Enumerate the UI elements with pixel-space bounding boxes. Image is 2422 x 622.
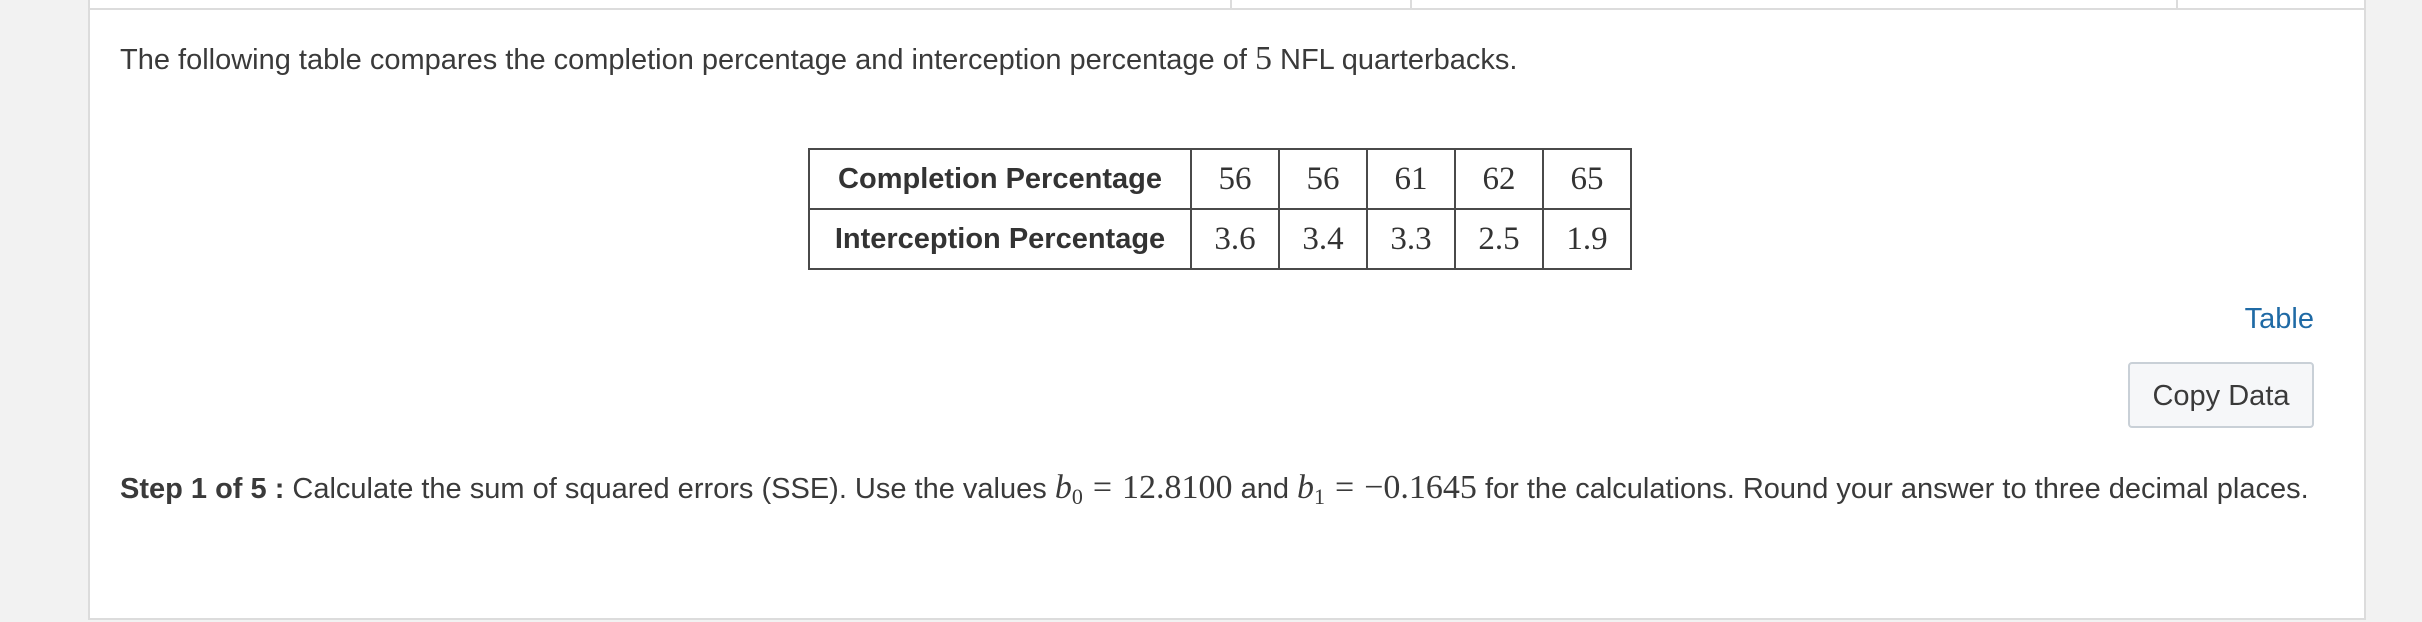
table-cell: 65 — [1542, 148, 1632, 210]
quarterback-count: 5 — [1254, 40, 1272, 77]
copy-data-button[interactable]: Copy Data — [2128, 362, 2314, 428]
table-link[interactable]: Table — [2244, 303, 2314, 335]
b1-symbol: b — [1297, 469, 1315, 506]
divider-tick — [2176, 0, 2178, 10]
intro-before: The following table compares the complet… — [120, 44, 1255, 76]
table-cell: 62 — [1454, 148, 1544, 210]
step-text-1: Calculate the sum of squared errors (SSE… — [284, 473, 1055, 505]
table-cell: 3.4 — [1278, 208, 1368, 270]
step-label: Step 1 of 5 : — [120, 473, 285, 505]
table-cell: 3.3 — [1366, 208, 1456, 270]
quarterback-table: Completion Percentage 56 56 61 62 65 Int… — [808, 148, 1632, 270]
table-row: Interception Percentage 3.6 3.4 3.3 2.5 … — [808, 208, 1632, 270]
table-cell: 56 — [1278, 148, 1368, 210]
intro-after: NFL quarterbacks. — [1271, 44, 1518, 76]
b0-symbol: b — [1054, 469, 1072, 506]
equals-sign: = — [1092, 469, 1113, 506]
table-cell: 3.6 — [1190, 208, 1280, 270]
top-divider — [90, 0, 2364, 10]
table-row: Completion Percentage 56 56 61 62 65 — [808, 148, 1632, 210]
table-cell: 61 — [1366, 148, 1456, 210]
divider-tick — [1230, 0, 1232, 10]
step-instructions: Step 1 of 5 : Calculate the sum of squar… — [120, 468, 2340, 517]
table-cell: 56 — [1190, 148, 1280, 210]
row-header-completion: Completion Percentage — [808, 148, 1192, 210]
b0-subscript: 0 — [1071, 484, 1083, 509]
b1-value: −0.1645 — [1364, 469, 1477, 506]
step-text-2: for the calculations. Round your answer … — [1476, 473, 2309, 505]
table-cell: 2.5 — [1454, 208, 1544, 270]
row-header-interception: Interception Percentage — [808, 208, 1192, 270]
b0-value: 12.8100 — [1122, 469, 1233, 506]
b1-subscript: 1 — [1314, 484, 1326, 509]
table-cell: 1.9 — [1542, 208, 1632, 270]
and-text: and — [1232, 473, 1298, 505]
question-panel: The following table compares the complet… — [88, 0, 2366, 620]
intro-text: The following table compares the complet… — [120, 40, 1517, 78]
equals-sign: = — [1335, 469, 1355, 506]
divider-tick — [1410, 0, 1412, 10]
